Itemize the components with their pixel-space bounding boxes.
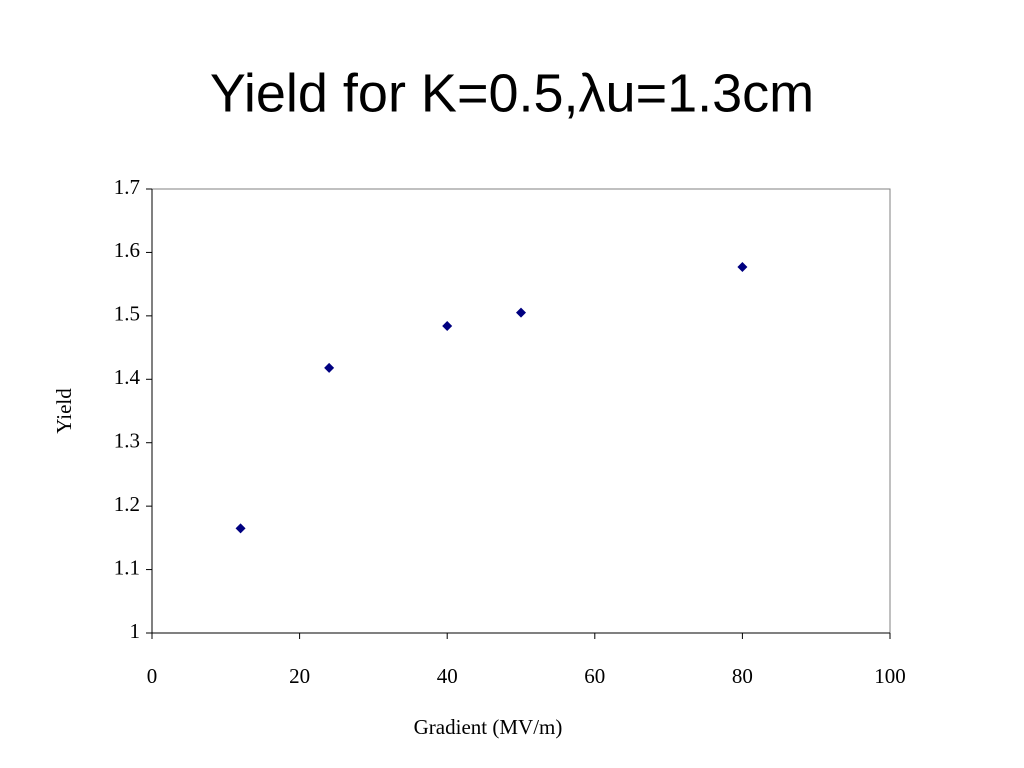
x-tick-label: 80 bbox=[732, 664, 753, 688]
point bbox=[442, 321, 453, 332]
plot-area bbox=[151, 188, 891, 634]
y-tick-label: 1.7 bbox=[114, 175, 140, 199]
y-tick-label: 1.5 bbox=[114, 302, 140, 326]
x-tick-label: 60 bbox=[584, 664, 605, 688]
x-tick-label: 40 bbox=[437, 664, 458, 688]
point bbox=[235, 523, 246, 534]
x-tick-label: 0 bbox=[147, 664, 158, 688]
y-axis-label: Yield bbox=[52, 388, 76, 434]
point bbox=[737, 262, 748, 273]
y-tick-label: 1 bbox=[130, 619, 141, 643]
x-tick-label: 100 bbox=[874, 664, 906, 688]
point bbox=[516, 307, 526, 318]
point bbox=[324, 362, 335, 373]
y-tick-label: 1.2 bbox=[114, 492, 140, 516]
y-tick-label: 1.4 bbox=[114, 365, 141, 389]
x-tick-label: 20 bbox=[289, 664, 310, 688]
y-tick-label: 1.6 bbox=[114, 238, 140, 262]
y-tick-label: 1.3 bbox=[114, 429, 140, 453]
x-axis-label: Gradient (MV/m) bbox=[414, 715, 563, 739]
chart-title: Yield for K=0.5,λu=1.3cm bbox=[210, 63, 814, 123]
y-tick-label: 1.1 bbox=[114, 555, 140, 579]
